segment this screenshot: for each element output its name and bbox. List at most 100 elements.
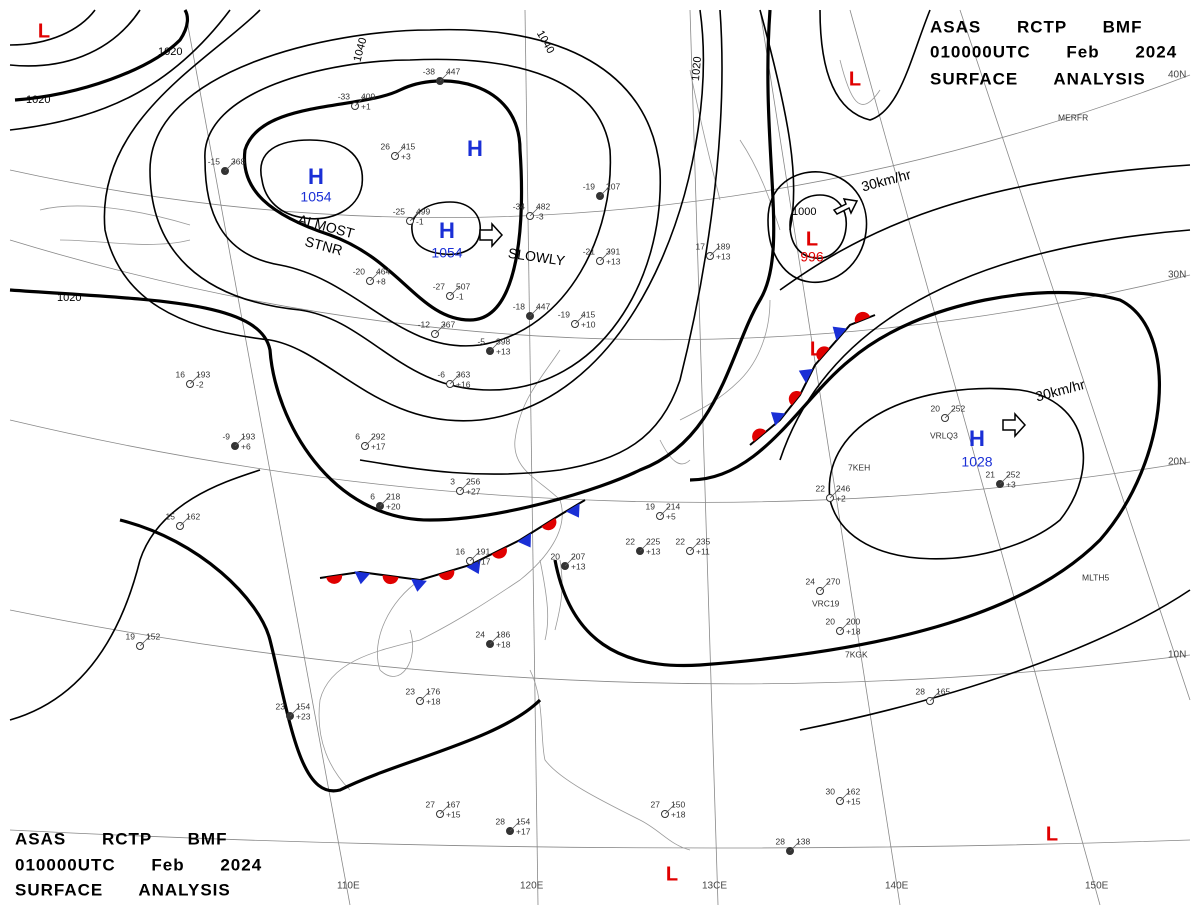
station-temp: -19 xyxy=(558,309,571,319)
wind-barb xyxy=(419,690,431,702)
isobar-label: 1000 xyxy=(792,206,816,218)
station-pressure: 154 xyxy=(516,816,530,826)
station-temp: 24 xyxy=(476,629,486,639)
station-temp: 26 xyxy=(381,141,391,151)
system-letter: L xyxy=(1046,823,1058,845)
station-tendency: +23 xyxy=(296,711,311,721)
wind-barb xyxy=(289,705,301,717)
warm-front-symbol xyxy=(788,390,802,406)
station-tendency: +13 xyxy=(571,561,586,571)
wind-barb xyxy=(489,633,501,645)
station-pressure: 270 xyxy=(826,576,840,586)
lat-line xyxy=(9,829,1191,849)
isobar xyxy=(789,194,847,259)
station-temp: -33 xyxy=(338,91,351,101)
station-tendency: +10 xyxy=(581,319,596,329)
lon-line xyxy=(959,9,1191,701)
wind-barb xyxy=(819,580,831,592)
station-tendency: +1 xyxy=(361,101,371,111)
station-temp: 20 xyxy=(826,616,836,626)
coastline xyxy=(318,349,563,791)
station-tendency: +18 xyxy=(846,626,861,636)
coastlines xyxy=(39,59,881,851)
isobar xyxy=(242,79,524,322)
ship-id: VRC19 xyxy=(812,598,840,608)
station-temp: 6 xyxy=(355,431,360,441)
cold-front-symbol xyxy=(354,571,371,585)
station-pressure: 415 xyxy=(401,141,415,151)
station-tendency: -3 xyxy=(536,211,544,221)
station-pressure: 447 xyxy=(446,66,460,76)
station-temp: 28 xyxy=(496,816,506,826)
wind-barb xyxy=(944,407,956,419)
station-temp: 22 xyxy=(816,483,826,493)
station-pressure: 218 xyxy=(386,491,400,501)
cold-front-symbol xyxy=(798,368,814,384)
station-pressure: 235 xyxy=(696,536,710,546)
station-tendency: +17 xyxy=(371,441,386,451)
warm-front-symbol xyxy=(541,517,557,531)
wind-barb xyxy=(364,435,376,447)
wind-barb xyxy=(599,185,611,197)
station-temp: 30 xyxy=(826,786,836,796)
warm-front-symbol xyxy=(438,569,455,581)
station-temp: -25 xyxy=(393,206,406,216)
wind-barb xyxy=(489,340,501,352)
wind-barb xyxy=(449,373,461,385)
station-tendency: +20 xyxy=(386,501,401,511)
isobar xyxy=(779,229,1191,461)
station-pressure: 176 xyxy=(426,686,440,696)
station-tendency: +13 xyxy=(716,251,731,261)
station-pressure: 162 xyxy=(186,511,200,521)
station-pressure: 150 xyxy=(671,799,685,809)
warm-front-symbol xyxy=(854,311,871,323)
wind-barb xyxy=(189,373,201,385)
station-temp: -34 xyxy=(513,201,526,211)
wind-barb xyxy=(839,790,851,802)
station-tendency: +18 xyxy=(496,639,511,649)
station-pressure: 165 xyxy=(936,686,950,696)
isobar xyxy=(9,9,231,131)
station-temp: 15 xyxy=(166,511,176,521)
station-pressure: 482 xyxy=(536,201,550,211)
station-pressure: 154 xyxy=(296,701,310,711)
station-tendency: +3 xyxy=(1006,479,1016,489)
station-tendency: -2 xyxy=(196,379,204,389)
lon-line xyxy=(689,9,719,906)
longitude-label: 140E xyxy=(885,881,909,892)
coastline xyxy=(839,59,881,105)
isobar xyxy=(767,171,868,284)
isobar xyxy=(14,9,189,102)
station-tendency: +16 xyxy=(456,379,471,389)
cold-front-symbol xyxy=(832,326,847,341)
station-tendency: +17 xyxy=(476,556,491,566)
station-pressure: 162 xyxy=(846,786,860,796)
isobar xyxy=(260,139,364,220)
station-pressure: 409 xyxy=(361,91,375,101)
wind-barb xyxy=(829,487,841,499)
station-temp: 17 xyxy=(696,241,706,251)
station-tendency: +8 xyxy=(376,276,386,286)
system-letter: H xyxy=(308,164,324,189)
cold-front-symbol xyxy=(466,559,481,575)
station-temp: -19 xyxy=(583,181,596,191)
coastline xyxy=(539,559,563,641)
isobar-label: 1020 xyxy=(26,94,50,106)
station-tendency: -1 xyxy=(456,291,464,301)
station-temp: 6 xyxy=(370,491,375,501)
ship-id: 7KEH xyxy=(848,462,870,472)
station-temp: 19 xyxy=(646,501,656,511)
station-pressure: 363 xyxy=(456,369,470,379)
station-temp: 20 xyxy=(551,551,561,561)
wind-barb xyxy=(354,95,366,107)
isobar xyxy=(819,9,931,121)
longitude-label: 110E xyxy=(337,881,360,892)
ship-id: MERFR xyxy=(1058,112,1088,122)
wind-barb xyxy=(709,245,721,257)
station-temp: -18 xyxy=(513,301,526,311)
cold-front-symbol xyxy=(410,578,427,592)
wind-barb xyxy=(929,690,941,702)
annotation: SLOWLY xyxy=(507,245,567,269)
isobar xyxy=(828,387,1085,560)
header-line: 010000UTC Feb 2024 xyxy=(15,855,262,874)
